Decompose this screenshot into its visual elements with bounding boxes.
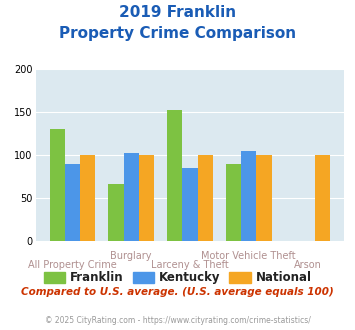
Text: Compared to U.S. average. (U.S. average equals 100): Compared to U.S. average. (U.S. average … — [21, 287, 334, 297]
Text: Motor Vehicle Theft: Motor Vehicle Theft — [201, 251, 296, 261]
Bar — [108, 184, 124, 241]
Bar — [315, 155, 330, 241]
Text: All Property Crime: All Property Crime — [28, 260, 117, 270]
Bar — [198, 155, 213, 241]
Bar — [182, 168, 198, 241]
Bar — [167, 111, 182, 241]
Legend: Franklin, Kentucky, National: Franklin, Kentucky, National — [39, 267, 316, 289]
Text: Larceny & Theft: Larceny & Theft — [151, 260, 229, 270]
Bar — [124, 153, 139, 241]
Text: Burglary: Burglary — [110, 251, 152, 261]
Text: Property Crime Comparison: Property Crime Comparison — [59, 26, 296, 41]
Bar — [226, 164, 241, 241]
Bar — [80, 155, 95, 241]
Bar — [139, 155, 154, 241]
Text: © 2025 CityRating.com - https://www.cityrating.com/crime-statistics/: © 2025 CityRating.com - https://www.city… — [45, 315, 310, 325]
Bar — [50, 129, 65, 241]
Text: Arson: Arson — [294, 260, 321, 270]
Bar — [256, 155, 272, 241]
Bar — [241, 151, 256, 241]
Bar — [65, 164, 80, 241]
Text: 2019 Franklin: 2019 Franklin — [119, 5, 236, 20]
